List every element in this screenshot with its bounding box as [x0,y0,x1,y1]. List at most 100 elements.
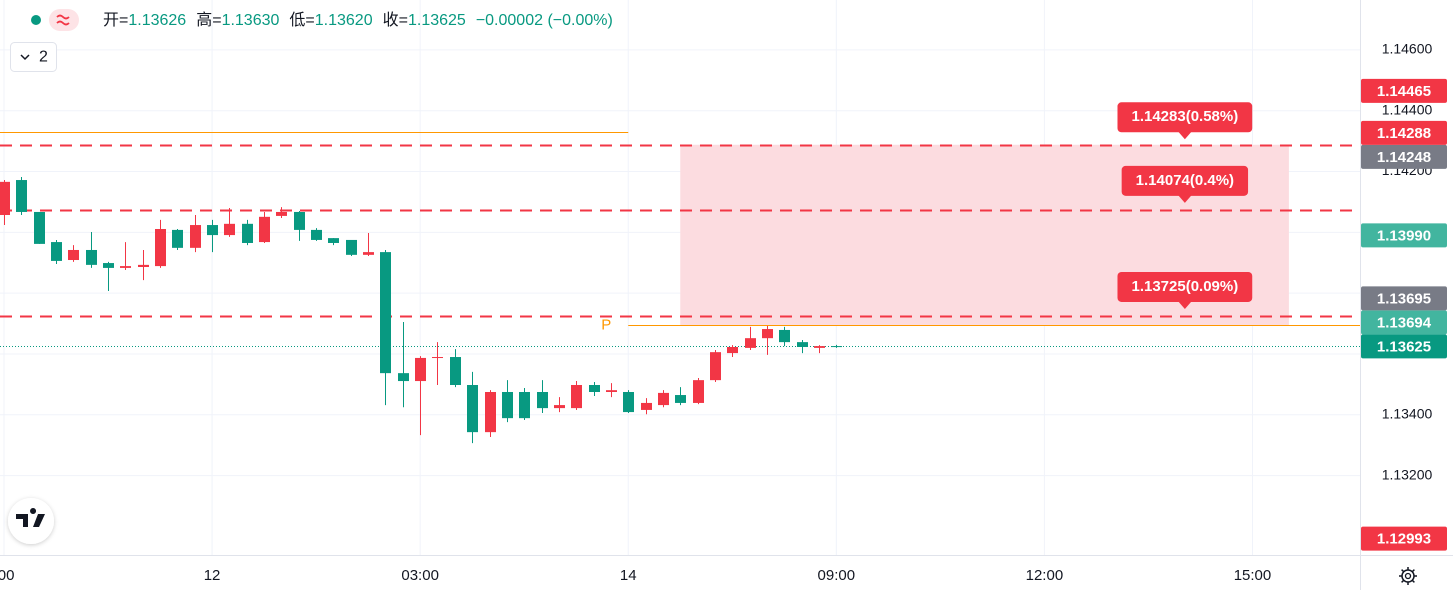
status-icon [56,14,70,26]
legend-value: 1.13625 [408,12,466,29]
callout-box [1117,102,1253,133]
legend-key: 开= [103,12,128,29]
pane-toggle[interactable] [10,42,57,72]
x-tick-label: 12:00 [1026,567,1064,584]
candle-body [675,395,686,403]
gear-icon [1404,572,1412,580]
price-label: 1.13694 [1377,314,1432,331]
candle-body [68,249,79,261]
candle-body [242,223,253,243]
candles [0,176,842,444]
candle-body [658,392,669,406]
candle-body [537,391,548,409]
candle-body [276,211,287,216]
callout: 1.14074(0.4%) [1121,165,1249,203]
legend: 2 开=1.13626 高=1.13630 低=1.13620 收=1.13625 −0… [10,9,613,72]
candle-body [762,329,773,339]
y-tick-label: 1.13200 [1382,466,1433,482]
candle-body [502,391,513,419]
logo-mark [16,508,45,527]
callouts: P 1.14283(0.58%) 1.14074(0.4%) 1.13725(0.09… [601,102,1253,333]
price-label-bg [1361,223,1447,248]
candle-body [259,216,270,243]
candle-body [450,357,461,386]
legend-key: 收= [383,11,408,29]
candle-body [727,346,738,354]
candle-body [294,211,305,230]
settings[interactable] [1399,567,1417,585]
candle-body [363,252,374,255]
candle-body [172,229,183,248]
callout-pointer [1177,300,1192,309]
candle-body [641,402,652,410]
x-tick-label: 09:00 [818,567,856,584]
axes: 1.146001.144001.142001.140001.138001.136… [0,41,1447,584]
candle-body [120,266,131,268]
price-label-bg [1361,144,1447,169]
legend-key: 低= [289,11,314,29]
legend-value: −0.00002 (−0.00%) [476,12,613,29]
candle-body [311,229,322,240]
callout: 1.13725(0.09%) [1117,271,1253,309]
callout-box [1121,165,1249,196]
candle-body [34,211,45,244]
legend-value: 1.13620 [315,12,373,29]
candle-body [485,391,496,433]
y-tick-label: 1.13400 [1382,406,1433,422]
candle-body [224,223,235,236]
candle-body [797,342,808,347]
callout-label: 1.14074(0.4%) [1136,172,1234,189]
candle-body [554,405,565,409]
candle-body [779,329,790,343]
candle-body [710,352,721,381]
price-label-bg [1361,120,1447,145]
candle-body [138,264,149,268]
price-label-bg [1361,310,1447,335]
candle-body [415,357,426,382]
candle-body [398,373,409,382]
callout-pointer [1177,131,1192,140]
candle-body [693,380,704,403]
candle-body [380,252,391,374]
candle-body [831,346,842,348]
candle-body [103,263,114,268]
callout-label: 1.14283(0.58%) [1131,108,1238,125]
price-label-bg [1361,334,1447,359]
pane-count: 2 [39,49,48,66]
ohlc-legend: 开=1.13626 高=1.13630 低=1.13620 收=1.13625 −0.0… [103,11,613,29]
price-label: 1.12993 [1377,531,1431,548]
callout: 1.14283(0.58%) [1117,102,1253,140]
candle-body [623,391,634,413]
price-label: 1.14465 [1377,83,1431,100]
candle-body [207,225,218,236]
callout-label: 1.13725(0.09%) [1131,278,1238,295]
callout-pointer [1177,194,1192,203]
gear-icon [1399,567,1417,585]
x-tick-label: 03:00 [401,567,439,584]
candle-body [814,346,825,348]
chevron-icon [20,54,30,61]
logo[interactable] [8,498,54,544]
status-dot [31,15,41,25]
candle-body [86,249,97,265]
x-tick-label: 12 [204,567,221,584]
candle-body [16,180,27,212]
price-label: 1.13990 [1377,227,1431,244]
candle-body [0,181,10,216]
status-badge[interactable] [49,9,79,31]
price-label-bg [1361,526,1447,551]
logo-bg [8,498,54,544]
candle-body [589,385,600,392]
legend-value: 1.13626 [128,12,186,29]
candle-body [155,228,166,267]
legend-key: 高= [196,11,221,29]
y-tick-label: 1.14600 [1382,41,1433,57]
candle-body [571,385,582,409]
candle-body [606,390,617,392]
candle-body [467,385,478,433]
callout-box [1117,271,1253,302]
legend-value: 1.13630 [222,12,280,29]
candle-body [328,238,339,243]
price-label-bg [1361,286,1447,311]
